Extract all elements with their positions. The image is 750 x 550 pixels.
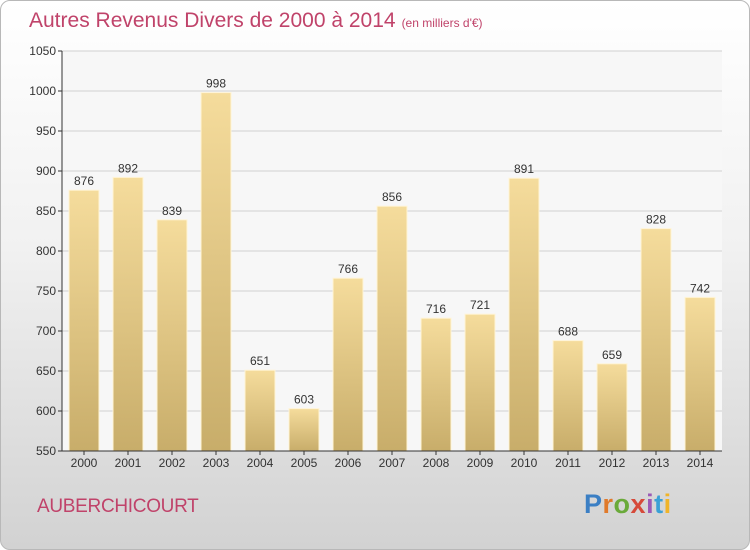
x-tick-label: 2004 (247, 456, 274, 470)
chart-title-text: Autres Revenus Divers de 2000 à 2014 (29, 9, 396, 32)
y-tick-label: 600 (36, 404, 56, 418)
y-tick-label: 950 (36, 124, 56, 138)
y-tick-label: 700 (36, 324, 56, 338)
bar (156, 219, 188, 452)
proxiti-logo[interactable]: Proxiti (584, 489, 672, 520)
bar (596, 363, 628, 452)
bars: 876 892 839 998 651 603 766 856 716 721 891 688 659 8… (68, 77, 716, 452)
x-tick-label: 2008 (423, 456, 450, 470)
x-tick-label: 2013 (643, 456, 670, 470)
axes: 550 600 650 700 750 800 850 900 950 1000 1050 2000 2… (29, 44, 722, 470)
bar (640, 228, 672, 452)
bar-value-label: 721 (470, 298, 490, 312)
bar (552, 340, 584, 452)
logo-letter: P (584, 489, 603, 519)
x-tick-label: 2012 (599, 456, 626, 470)
x-tick-label: 2006 (335, 456, 362, 470)
bar (200, 92, 232, 452)
y-tick-label: 550 (36, 444, 56, 458)
y-tick-label: 1000 (29, 84, 56, 98)
logo-letter: i (663, 489, 672, 519)
y-tick-label: 850 (36, 204, 56, 218)
bar-value-label: 856 (382, 190, 402, 204)
bar (112, 176, 144, 452)
bar-value-label: 998 (206, 77, 226, 91)
bar (68, 189, 100, 452)
bar (464, 313, 496, 452)
x-tick-label: 2000 (71, 456, 98, 470)
x-tick-label: 2011 (555, 456, 581, 470)
x-tick-label: 2003 (203, 456, 230, 470)
x-tick-label: 2001 (115, 456, 142, 470)
x-tick-label: 2009 (467, 456, 494, 470)
x-tick-label: 2014 (687, 456, 714, 470)
bar (420, 317, 452, 452)
x-tick-label: 2005 (291, 456, 318, 470)
bar-value-label: 603 (294, 393, 314, 407)
bar (332, 277, 364, 452)
bar (244, 369, 276, 452)
bar-value-label: 766 (338, 262, 358, 276)
chart-unit-note: (en milliers d'€) (401, 16, 483, 30)
bar-value-label: 892 (118, 161, 138, 175)
logo-letter: o (613, 489, 631, 519)
bar (508, 177, 540, 452)
y-tick-label: 650 (36, 364, 56, 378)
bar (684, 296, 716, 452)
logo-letter: t (654, 489, 664, 519)
bar-value-label: 716 (426, 302, 446, 316)
logo-letter: x (630, 489, 647, 519)
y-tick-label: 1050 (29, 44, 56, 58)
bar-value-label: 742 (690, 281, 710, 295)
x-tick-label: 2002 (159, 456, 186, 470)
x-tick-label: 2007 (379, 456, 406, 470)
bar-value-label: 651 (250, 354, 270, 368)
bar (288, 408, 320, 452)
bar-value-label: 659 (602, 348, 622, 362)
bar-value-label: 876 (74, 174, 94, 188)
town-name: AUBERCHICOURT (37, 496, 199, 517)
x-tick-label: 2010 (511, 456, 538, 470)
logo-letter: r (602, 489, 614, 519)
bar-value-label: 839 (162, 204, 182, 218)
chart-title: Autres Revenus Divers de 2000 à 2014 (en … (29, 9, 483, 33)
bar-value-label: 828 (646, 213, 666, 227)
logo-letter: i (646, 489, 655, 519)
bar-value-label: 891 (514, 162, 534, 176)
bar (376, 205, 408, 452)
y-tick-label: 900 (36, 164, 56, 178)
y-tick-label: 800 (36, 244, 56, 258)
bar-value-label: 688 (558, 325, 578, 339)
y-tick-label: 750 (36, 284, 56, 298)
